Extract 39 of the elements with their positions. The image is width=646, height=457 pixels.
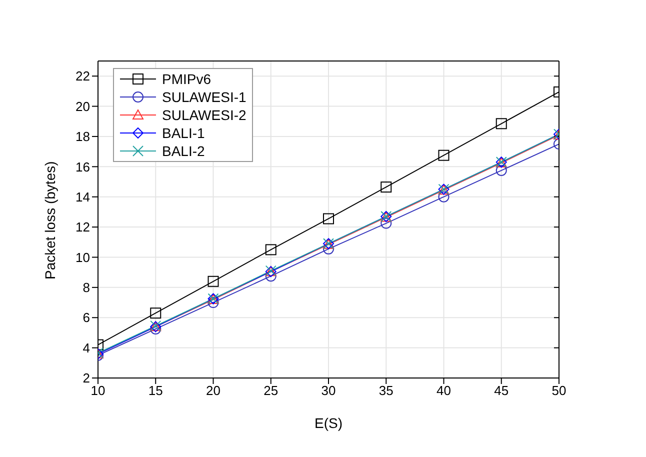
x-tick-label: 40	[436, 383, 451, 398]
x-tick-label: 35	[378, 383, 394, 398]
y-tick-label: 6	[82, 310, 90, 326]
x-tick-label: 25	[264, 383, 278, 398]
point	[265, 244, 276, 256]
y-tick-label: 14	[76, 189, 90, 204]
legend-label: PMIPv6	[162, 70, 212, 88]
y-tick-label: 18	[76, 129, 90, 144]
y-tick-label: 12	[76, 220, 90, 235]
point	[380, 218, 392, 229]
point	[208, 276, 219, 287]
point	[438, 191, 450, 202]
point	[438, 150, 450, 161]
y-axis-title: Packet loss (bytes)	[42, 161, 58, 280]
x-axis-title: E(S)	[314, 415, 342, 431]
x-tick-label: 45	[494, 383, 509, 398]
point	[496, 164, 507, 176]
legend-label: BALI-1	[162, 124, 205, 142]
point	[323, 213, 334, 224]
point	[323, 243, 334, 254]
x-tick-label: 30	[321, 383, 336, 398]
point	[208, 297, 219, 308]
point	[265, 270, 276, 282]
legend-label: SULAWESI-1	[162, 88, 246, 106]
y-tick-label: 2	[82, 370, 90, 386]
y-tick-label: 8	[82, 280, 90, 296]
y-tick-label: 20	[76, 98, 90, 114]
x-tick-label: 15	[148, 383, 163, 398]
y-tick-label: 16	[76, 159, 90, 174]
point	[496, 118, 507, 130]
point	[380, 182, 392, 193]
y-tick-label: 10	[76, 250, 90, 265]
y-tick-label: 22	[76, 68, 90, 84]
point	[150, 308, 162, 319]
y-tick-label: 4	[82, 340, 90, 356]
x-tick-label: 20	[206, 383, 220, 398]
legend-label: BALI-2	[162, 142, 205, 160]
x-tick-label: 50	[552, 383, 566, 398]
legend-label: SULAWESI-2	[162, 106, 246, 124]
